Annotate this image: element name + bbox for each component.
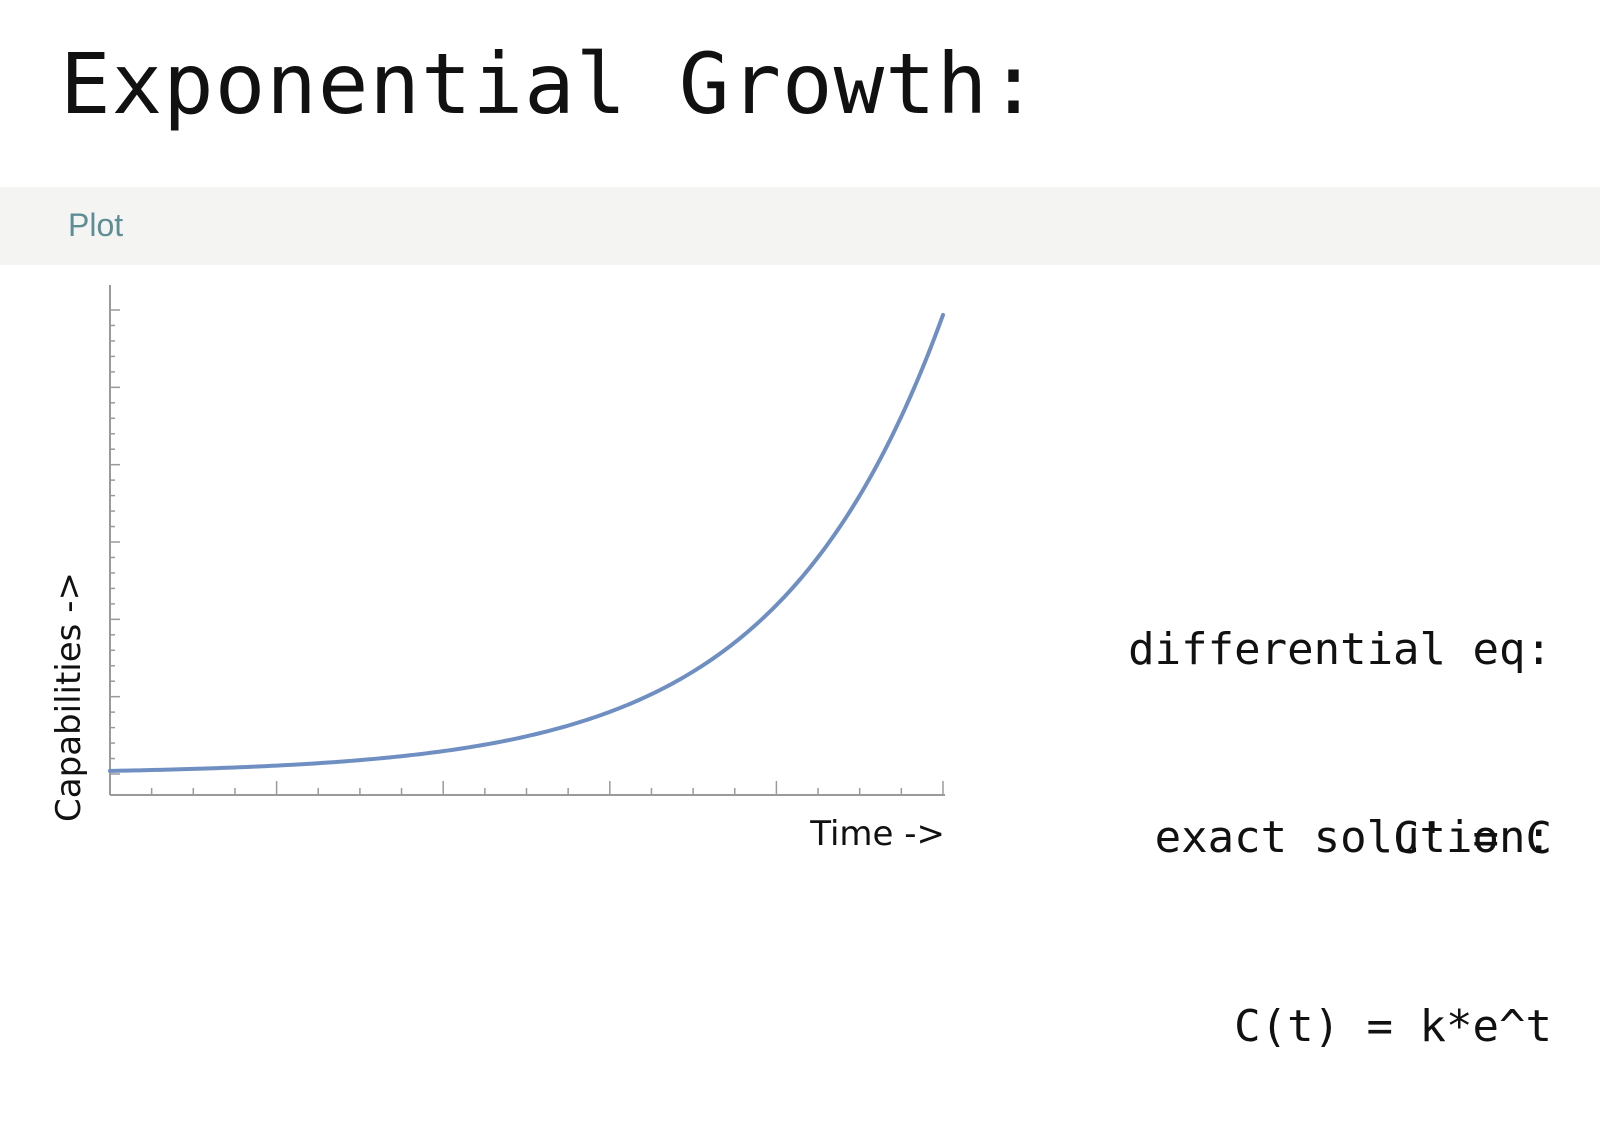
exact-solution-block: exact solution: C(t) = k*e^t — [1155, 680, 1552, 1121]
differential-eq: C' = C — [1393, 813, 1552, 864]
y-axis-label: Capabilities -> — [49, 572, 89, 822]
exact-solution: C(t) = k*e^t — [1234, 1001, 1552, 1052]
plot-header: Plot — [0, 187, 1600, 265]
chart: Capabilities -> Time -> — [49, 285, 945, 854]
x-axis-label: Time -> — [809, 814, 945, 854]
plot-header-label: Plot — [68, 207, 124, 243]
series-line-exponential — [108, 312, 945, 773]
differential-equation-block: differential eq: C' = C — [1128, 492, 1552, 933]
differential-eq-label: differential eq: — [1128, 624, 1552, 675]
exact-solution-label: exact solution: — [1154, 812, 1552, 863]
axis-ticks — [109, 309, 944, 795]
slide-title: Exponential Growth: — [60, 35, 1040, 133]
